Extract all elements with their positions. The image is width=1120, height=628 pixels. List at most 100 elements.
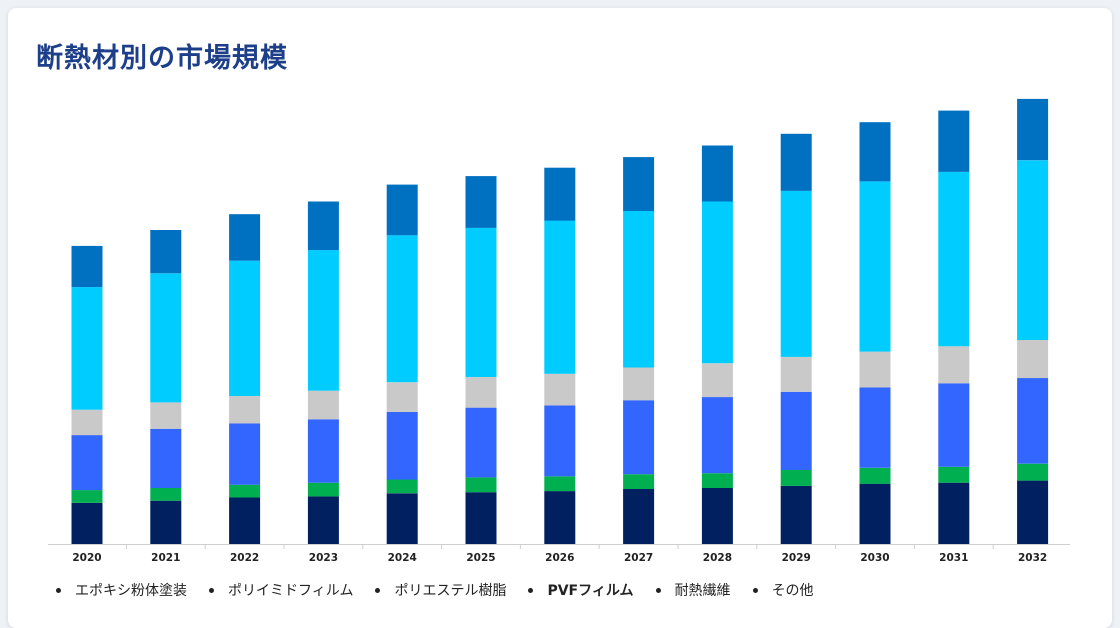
bar-segment-2027-series-4 (623, 211, 655, 368)
bar-segment-2024-series-5 (386, 184, 418, 236)
bar-segment-2027-series-5 (623, 157, 655, 211)
bar-segment-2031-series-5 (938, 110, 970, 172)
bar-segment-2023-series-3 (307, 390, 339, 420)
bar-segment-2024-series-4 (386, 235, 418, 383)
bar-segment-2021-series-3 (150, 402, 182, 429)
legend-label: エポキシ粉体塗装 (75, 583, 187, 599)
bar-segment-2029-series-4 (780, 190, 812, 357)
stacked-bar-chart: 2020 2021 2022 2023 2024 2025 2026 2027 2028 2029… (48, 98, 1070, 564)
legend-label: 耐熱繊維 (674, 583, 731, 599)
x-tick-label: 2026 (545, 552, 574, 564)
bar-segment-2024-series-2 (386, 411, 418, 480)
x-tick-label: 2022 (230, 552, 259, 564)
legend-bullet-icon (655, 587, 661, 593)
bar-segment-2022-series-0 (229, 497, 261, 544)
bar-segment-2027-series-3 (623, 367, 655, 401)
bar-segment-2028-series-3 (701, 363, 733, 397)
bar-segment-2031-series-3 (938, 346, 970, 384)
bar-segment-2021-series-5 (150, 230, 182, 274)
bar-segment-2022-series-2 (229, 423, 261, 485)
bar-segment-2030-series-2 (859, 387, 891, 468)
bar-segment-2031-series-2 (938, 383, 970, 467)
bar-segment-2025-series-5 (465, 176, 497, 228)
bar-segment-2030-series-3 (859, 351, 891, 388)
legend-item: PVFフィルム (528, 580, 634, 600)
legend-bullet-icon (752, 587, 758, 593)
bar-segment-2028-series-5 (701, 145, 733, 202)
bar-segment-2028-series-2 (701, 397, 733, 474)
legend-label: ポリイミドフィルム (228, 583, 354, 599)
x-tick-label: 2020 (72, 552, 101, 564)
bar-segment-2025-series-0 (465, 492, 497, 544)
bar-segment-2024-series-0 (386, 493, 418, 544)
bar-segment-2020-series-5 (71, 245, 103, 288)
bar-segment-2024-series-1 (386, 479, 418, 494)
bar-segment-2026-series-5 (544, 167, 576, 221)
chart-legend: エポキシ粉体塗装 ポリイミドフィルム ポリエステル樹脂 PVFフィルム 耐熱繊維 その他 (56, 574, 836, 606)
bar-segment-2020-series-2 (71, 435, 103, 491)
bar-segment-2030-series-5 (859, 122, 891, 182)
bar-segment-2032-series-1 (1017, 463, 1049, 481)
bar-segment-2021-series-1 (150, 488, 182, 501)
bar-segment-2029-series-1 (780, 470, 812, 486)
bar-segment-2026-series-4 (544, 220, 576, 374)
bar-segment-2029-series-5 (780, 133, 812, 191)
bar-segment-2025-series-2 (465, 407, 497, 478)
bar-segment-2028-series-0 (701, 488, 733, 544)
legend-bullet-icon (528, 587, 534, 593)
bar-segment-2031-series-1 (938, 466, 970, 483)
bar-segment-2020-series-3 (71, 409, 103, 436)
bar-segment-2027-series-0 (623, 489, 655, 544)
x-tick-label: 2025 (466, 552, 495, 564)
x-tick-label: 2027 (624, 552, 653, 564)
bar-segment-2032-series-2 (1017, 378, 1049, 464)
bar-segment-2030-series-4 (859, 181, 891, 352)
bar-segment-2023-series-4 (307, 250, 339, 391)
bar-segment-2021-series-4 (150, 273, 182, 403)
bar-segment-2025-series-4 (465, 227, 497, 377)
bar-segment-2022-series-3 (229, 396, 261, 424)
x-tick-label: 2023 (309, 552, 338, 564)
bar-segment-2022-series-4 (229, 260, 261, 396)
legend-item: エポキシ粉体塗装 (56, 580, 187, 600)
legend-item: ポリイミドフィルム (209, 580, 353, 600)
x-tick-label: 2021 (151, 552, 180, 564)
bar-segment-2027-series-2 (623, 400, 655, 475)
bar-segment-2027-series-1 (623, 474, 655, 489)
bar-segment-2026-series-2 (544, 405, 576, 477)
bar-segment-2029-series-3 (780, 356, 812, 392)
bar-segment-2022-series-1 (229, 484, 261, 498)
bar-segment-2023-series-0 (307, 496, 339, 544)
bar-segment-2026-series-1 (544, 476, 576, 492)
bar-segment-2023-series-5 (307, 201, 339, 251)
bar-segment-2026-series-0 (544, 491, 576, 544)
x-tick-label: 2032 (1018, 552, 1047, 564)
bar-segment-2023-series-1 (307, 482, 339, 497)
bar-segment-2026-series-3 (544, 373, 576, 406)
legend-bullet-icon (56, 587, 61, 593)
bar-segment-2029-series-0 (780, 485, 812, 544)
x-tick-label: 2028 (703, 552, 732, 564)
bar-segment-2031-series-0 (938, 482, 970, 544)
bar-segment-2020-series-1 (71, 490, 103, 503)
legend-label: ポリエステル樹脂 (394, 583, 507, 599)
bar-segment-2029-series-2 (780, 391, 812, 470)
legend-item: その他 (752, 580, 814, 600)
legend-bullet-icon (375, 587, 381, 593)
bar-segment-2028-series-1 (701, 473, 733, 488)
legend-label: PVFフィルム (547, 583, 634, 599)
bar-segment-2032-series-0 (1017, 480, 1049, 544)
legend-item: 耐熱繊維 (655, 580, 731, 600)
legend-bullet-icon (209, 587, 214, 593)
bar-segment-2024-series-3 (386, 382, 418, 412)
bar-segment-2030-series-0 (859, 483, 891, 544)
legend-label: その他 (771, 583, 814, 599)
bar-segment-2032-series-3 (1017, 340, 1049, 379)
bar-segment-2028-series-4 (701, 201, 733, 364)
legend-item: ポリエステル樹脂 (375, 580, 506, 600)
bar-segment-2030-series-1 (859, 467, 891, 484)
bar-segment-2021-series-2 (150, 428, 182, 488)
x-tick-label: 2030 (860, 552, 889, 564)
bar-segment-2020-series-4 (71, 287, 103, 410)
bar-segment-2025-series-3 (465, 377, 497, 408)
